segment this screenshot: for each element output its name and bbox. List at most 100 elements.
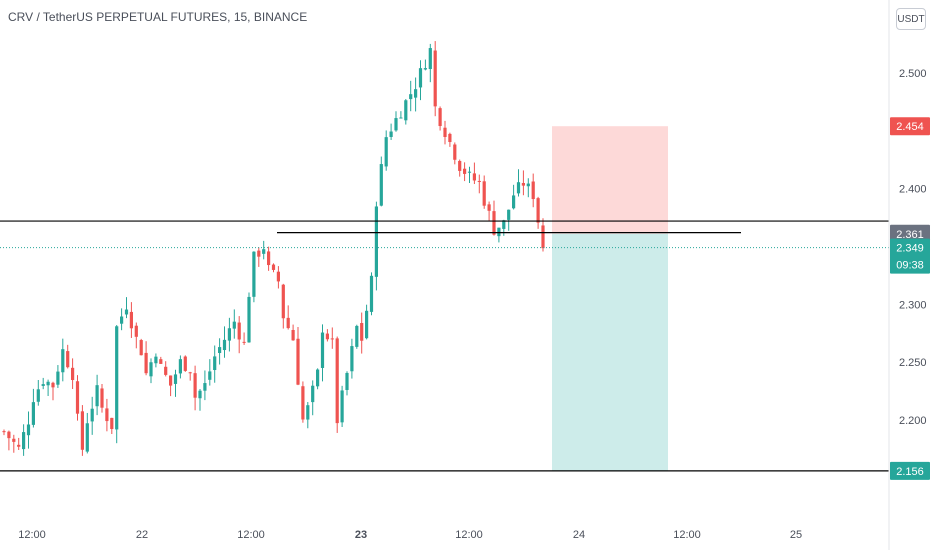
take-profit-zone[interactable]	[552, 233, 668, 471]
candle-body	[355, 325, 359, 347]
candle	[286, 305, 290, 330]
candle-body	[232, 321, 236, 329]
candle-body	[350, 346, 354, 372]
candle	[404, 99, 408, 125]
candle	[36, 379, 40, 406]
candle	[12, 434, 16, 453]
candle	[218, 338, 222, 365]
candle-body	[105, 408, 109, 422]
candle	[134, 322, 138, 349]
candle-body	[139, 340, 143, 356]
candle-body	[374, 206, 378, 277]
y-tick-label: 2.400	[899, 184, 927, 196]
candle	[252, 251, 256, 303]
candle-body	[262, 249, 266, 254]
candle	[208, 359, 212, 386]
currency-button[interactable]: USDT	[896, 8, 926, 30]
candles	[2, 41, 545, 456]
candle-body	[345, 372, 349, 390]
candle-body	[536, 198, 540, 223]
candle	[374, 201, 378, 291]
target-price-text: 2.156	[896, 466, 924, 478]
candle	[90, 396, 94, 435]
candle-body	[85, 423, 89, 452]
candle-body	[129, 311, 133, 329]
candle	[22, 424, 26, 456]
candle	[438, 106, 442, 131]
candle	[85, 412, 89, 454]
candle	[173, 369, 178, 397]
candle	[213, 345, 217, 383]
candle-body	[497, 227, 501, 237]
candle	[198, 389, 202, 411]
candle	[159, 356, 163, 364]
candle-body	[80, 411, 84, 450]
x-tick-label: 12:00	[673, 529, 701, 541]
candle-body	[281, 284, 285, 319]
stop-loss-zone[interactable]	[552, 126, 668, 234]
x-tick-label: 24	[573, 529, 585, 541]
candle-body	[164, 366, 168, 375]
candle	[458, 159, 462, 177]
candle-body	[7, 431, 11, 439]
candle	[100, 383, 104, 413]
candle-body	[51, 382, 55, 388]
candle	[320, 324, 325, 382]
position-zones	[552, 126, 668, 471]
candle	[183, 355, 187, 372]
candle-body	[404, 100, 408, 121]
last-price-label: 2.349 09:38	[890, 238, 930, 274]
candle	[365, 304, 369, 340]
x-tick-label: 12:00	[18, 529, 46, 541]
candle	[291, 324, 295, 341]
candle-body	[227, 328, 231, 341]
candle	[389, 123, 393, 140]
candle-body	[365, 310, 369, 339]
candle	[80, 405, 84, 456]
candle	[512, 184, 516, 210]
candle-body	[183, 356, 187, 371]
candle-body	[414, 89, 418, 98]
candle-body	[41, 384, 45, 386]
candle-body	[301, 386, 305, 420]
candle-body	[154, 356, 158, 364]
candle	[124, 297, 129, 319]
candle	[316, 368, 320, 390]
candle-body	[252, 251, 256, 297]
candle	[237, 316, 241, 354]
x-tick-label: 25	[790, 529, 802, 541]
candle-body	[531, 181, 535, 200]
candle-body	[198, 390, 202, 399]
candle	[203, 370, 207, 401]
candle-body	[95, 385, 99, 407]
time-axis[interactable]: 12:00 22 12:00 23 12:00 24 12:00 25	[18, 529, 802, 541]
candle-body	[384, 137, 388, 167]
candle-body	[487, 204, 491, 211]
candle-body	[379, 164, 383, 206]
last-price-text: 2.349	[896, 243, 924, 255]
candle-body	[448, 133, 452, 143]
candle-body	[443, 127, 447, 137]
candle	[301, 381, 305, 423]
candle-body	[46, 381, 50, 386]
candle-body	[178, 359, 182, 374]
candle	[66, 344, 70, 369]
candle	[257, 247, 261, 267]
candle-body	[218, 347, 222, 354]
candle	[340, 385, 344, 428]
candle	[379, 156, 383, 207]
candle	[51, 381, 55, 401]
candle	[139, 338, 143, 356]
candle-body	[149, 362, 153, 377]
candle-body	[516, 182, 521, 194]
candle	[227, 317, 231, 352]
candle	[477, 174, 481, 194]
candle	[384, 130, 388, 171]
candle-body	[291, 329, 295, 341]
candle	[26, 411, 31, 449]
candle-body	[316, 369, 320, 387]
candle	[188, 371, 192, 381]
candle-body	[124, 309, 129, 315]
candle	[521, 170, 525, 196]
